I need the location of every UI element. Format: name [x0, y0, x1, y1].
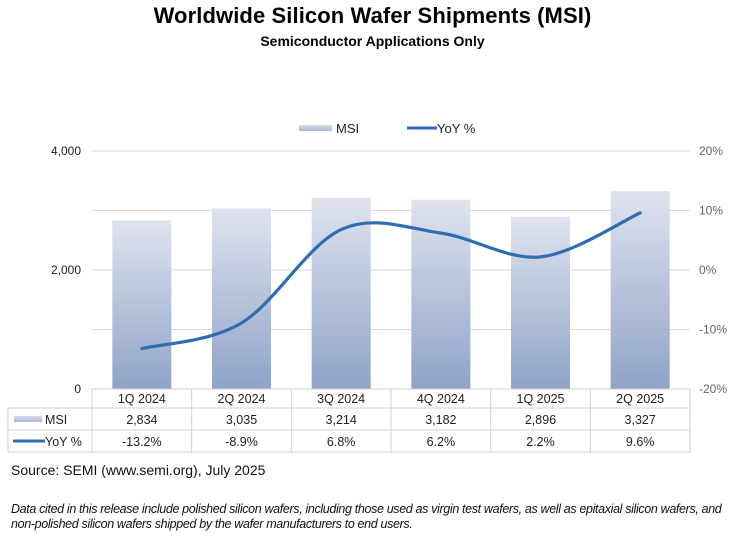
table-cell-yoy: 2.2% [526, 435, 555, 449]
left-tick-label: 0 [74, 382, 81, 396]
right-tick-label: -10% [699, 323, 727, 337]
left-axis: 0 2,000 4,000 [51, 144, 81, 396]
table-cell-yoy: 9.6% [626, 435, 655, 449]
table-cell-yoy: -8.9% [225, 435, 258, 449]
source-text: Source: SEMI (www.semi.org), July 2025 [11, 462, 266, 478]
table-cell-msi: 2,834 [126, 413, 157, 427]
table-cell-yoy: 6.2% [427, 435, 456, 449]
data-table: MSI YoY % 1Q 2024 2,834 -13.2% 2Q 2024 3,035 -8… [7, 388, 691, 453]
right-tick-label: 0% [699, 263, 717, 277]
legend-msi-label: MSI [336, 121, 359, 136]
table-row-header-msi: MSI [45, 413, 67, 427]
bar-msi-1q-2024 [112, 220, 172, 389]
category-label: 1Q 2025 [517, 392, 565, 406]
table-cell-yoy: 6.8% [327, 435, 356, 449]
category-label: 2Q 2024 [218, 392, 266, 406]
yoy-line-series [140, 211, 642, 351]
bar-msi-2q-2025 [610, 191, 670, 389]
yoy-line [140, 211, 642, 351]
category-label: 3Q 2024 [317, 392, 365, 406]
left-tick-label: 2,000 [51, 263, 81, 277]
legend-msi-swatch [299, 125, 332, 131]
category-label: 2Q 2025 [616, 392, 664, 406]
bar-msi-3q-2024 [311, 197, 371, 389]
table-cell-msi: 2,896 [525, 413, 556, 427]
right-axis: -20% -10% 0% 10% 20% [699, 144, 727, 396]
chart-title: Worldwide Silicon Wafer Shipments (MSI) [153, 3, 592, 28]
left-tick-label: 4,000 [51, 144, 81, 158]
category-label: 1Q 2024 [118, 392, 166, 406]
table-cell-msi: 3,035 [226, 413, 257, 427]
footnote-text: Data cited in this release include polis… [11, 502, 722, 531]
table-cell-msi: 3,214 [326, 413, 357, 427]
table-cell-msi: 3,182 [425, 413, 456, 427]
gridlines [92, 150, 690, 330]
legend-yoy-label: YoY % [437, 121, 476, 136]
chart-subtitle: Semiconductor Applications Only [260, 33, 485, 49]
msi-bars [112, 191, 670, 389]
right-tick-label: -20% [699, 382, 727, 396]
right-tick-label: 20% [699, 144, 723, 158]
table-cell-yoy: -13.2% [122, 435, 162, 449]
bar-msi-2q-2024 [212, 208, 271, 389]
category-label: 4Q 2024 [417, 392, 465, 406]
right-tick-label: 10% [699, 204, 723, 218]
table-msi-swatch [14, 416, 42, 422]
table-cell-msi: 3,327 [625, 413, 656, 427]
legend: MSI YoY % [299, 121, 476, 136]
bar-msi-1q-2025 [511, 216, 570, 389]
table-row-header-yoy: YoY % [45, 435, 82, 449]
